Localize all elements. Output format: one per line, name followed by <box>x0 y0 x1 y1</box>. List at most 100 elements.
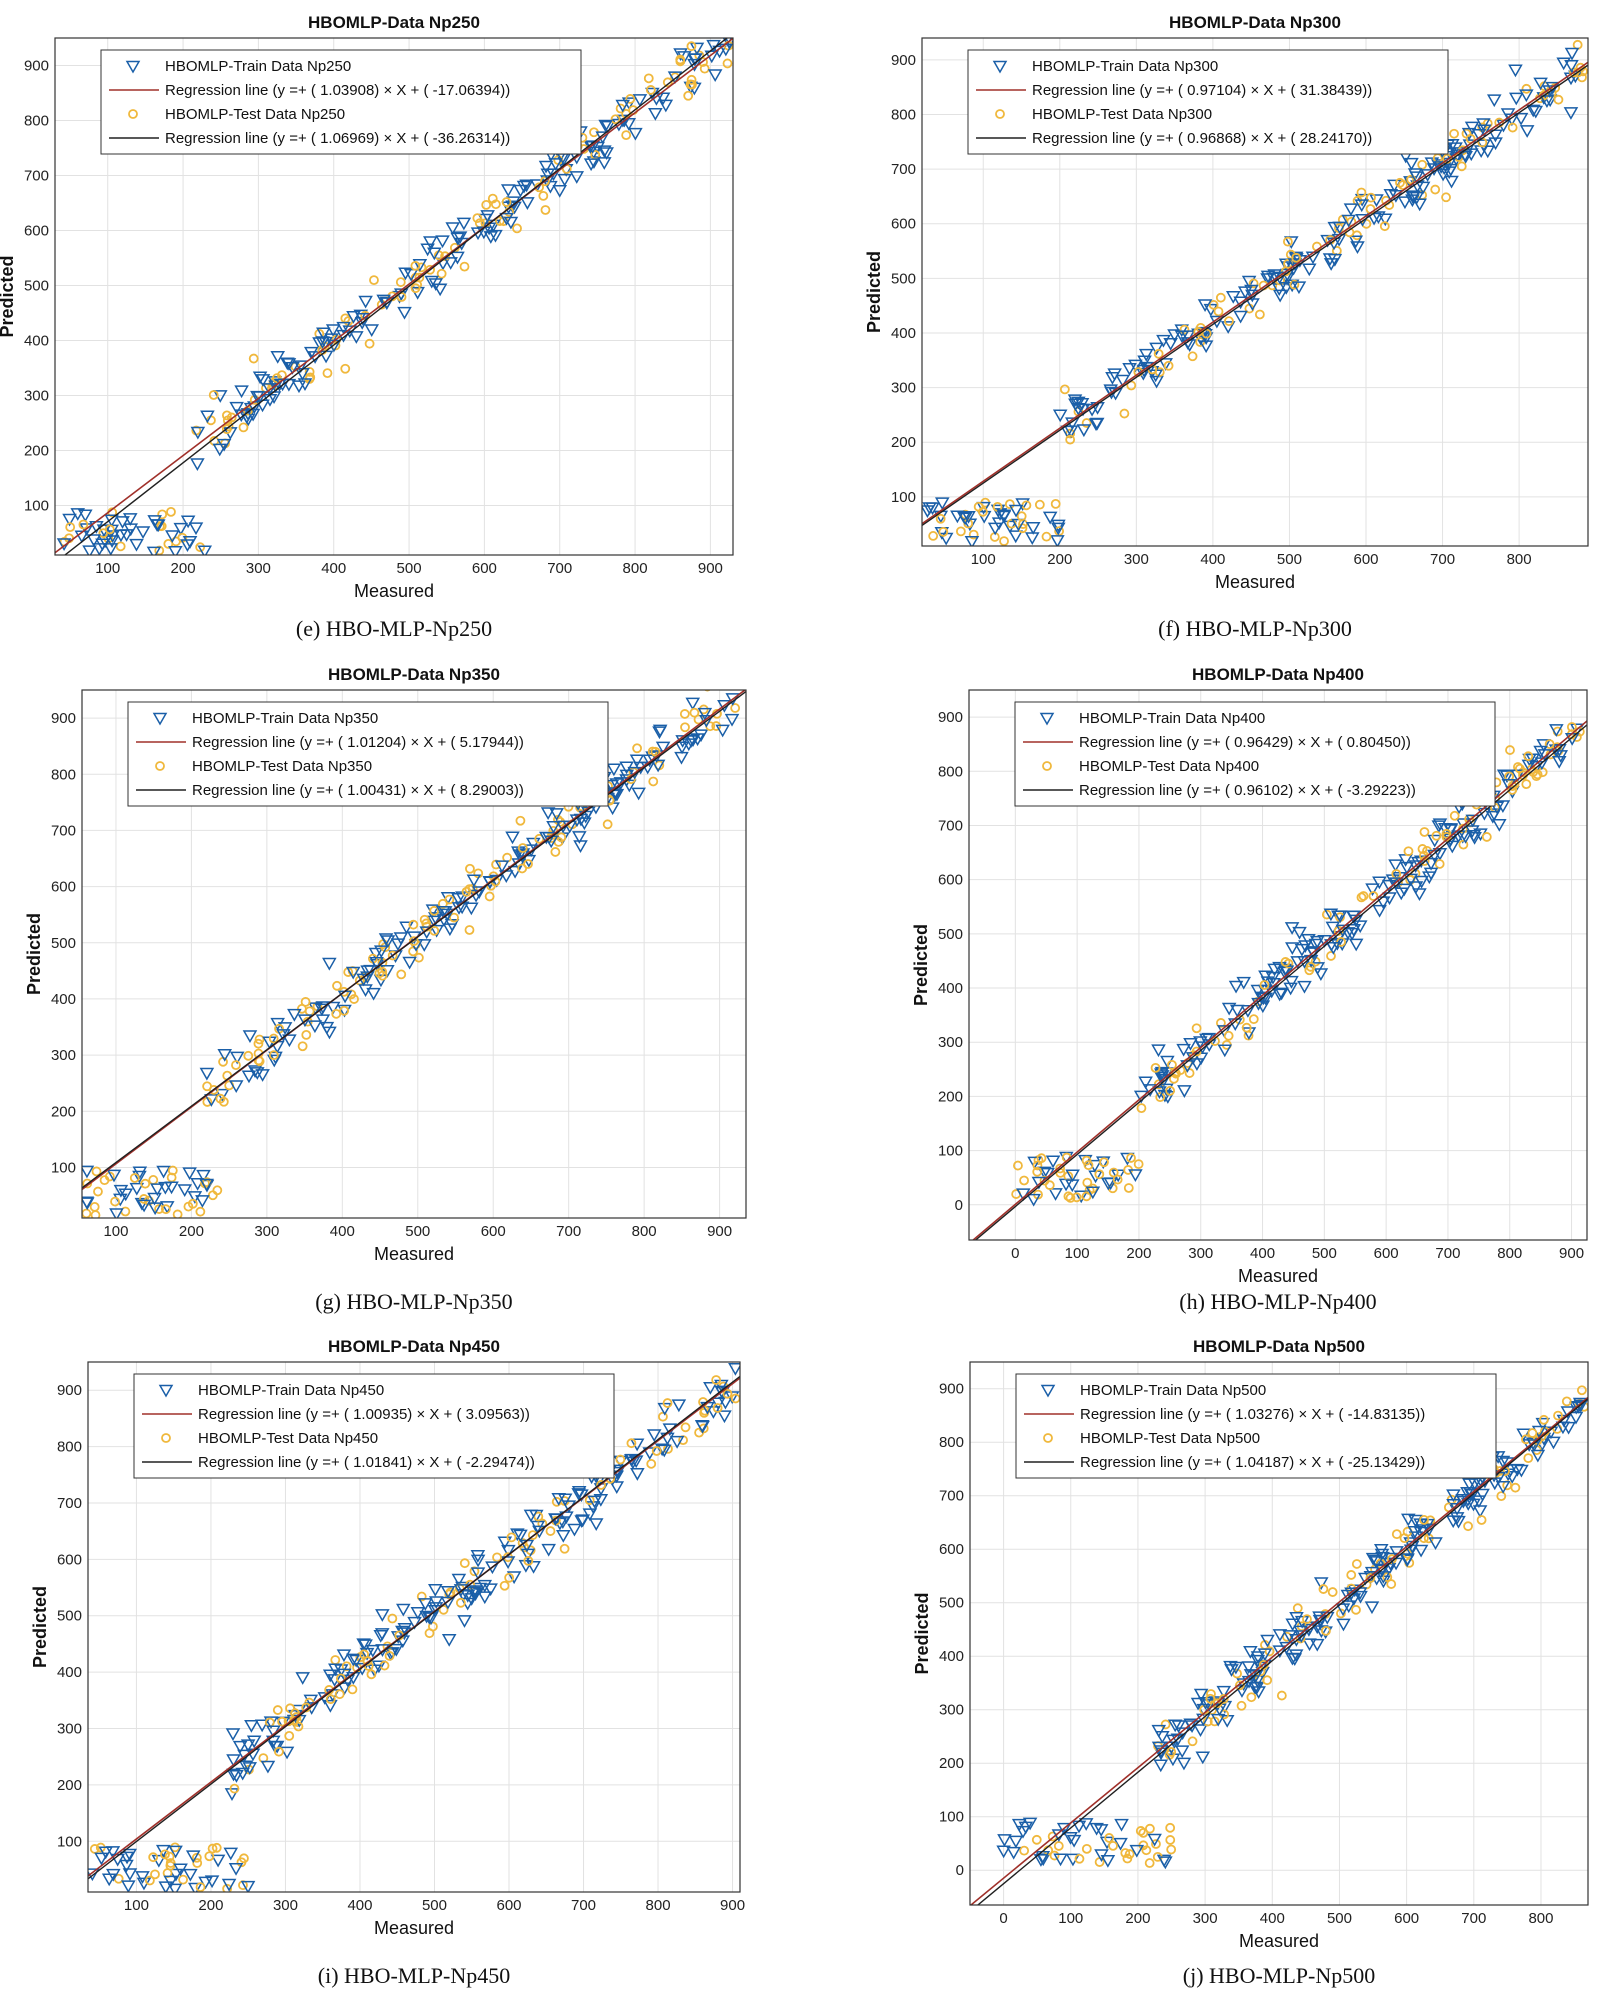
test-point <box>1094 1169 1105 1180</box>
train-point <box>229 401 244 415</box>
train-point <box>1254 991 1269 1005</box>
test-point <box>444 894 455 905</box>
legend-train-marker <box>125 60 141 74</box>
test-point <box>1577 1385 1587 1396</box>
test-point <box>195 542 206 553</box>
plot-marks <box>922 39 1588 546</box>
train-point <box>674 741 690 755</box>
train-point <box>685 697 701 711</box>
test-point <box>1191 1046 1202 1057</box>
train-point <box>1065 1169 1080 1183</box>
test-point <box>1327 1587 1338 1597</box>
test-point <box>1391 1529 1402 1540</box>
train-point <box>624 1453 639 1467</box>
chart-title: HBOMLP-Data Np400 <box>1192 665 1364 684</box>
test-point <box>490 199 501 210</box>
y-tick-label: 700 <box>891 161 916 178</box>
test-point <box>1419 827 1430 837</box>
test-point <box>231 1060 241 1071</box>
train-point <box>365 1644 381 1658</box>
test-point <box>464 884 475 895</box>
x-tick-label: 800 <box>646 1897 671 1914</box>
test-point <box>408 919 419 930</box>
test-point <box>1476 1515 1487 1525</box>
test-point <box>596 1480 606 1490</box>
train-point <box>428 912 443 925</box>
x-tick-label: 500 <box>1312 1245 1337 1262</box>
train-point <box>245 408 261 422</box>
train-point <box>1071 396 1086 410</box>
train-point <box>1353 1590 1368 1604</box>
axes-box <box>969 1361 1589 1906</box>
test-point <box>650 746 661 757</box>
train-point <box>168 1845 183 1859</box>
x-tick-label: 900 <box>1559 1245 1584 1262</box>
y-tick-label: 900 <box>51 710 76 727</box>
legend-entry-label: HBOMLP-Train Data Np250 <box>165 58 351 75</box>
train-point <box>1174 324 1190 338</box>
test-point <box>722 58 733 69</box>
test-point <box>178 1874 188 1885</box>
test-point <box>1321 1625 1331 1636</box>
train-point <box>646 1429 662 1442</box>
x-tick-label: 900 <box>698 560 723 577</box>
test-point <box>1514 763 1525 774</box>
test-point <box>459 1558 470 1569</box>
train-point <box>1465 825 1480 838</box>
train-point <box>223 1847 239 1861</box>
test-point <box>1397 180 1408 190</box>
y-tick-label: 600 <box>939 1541 964 1558</box>
train-point <box>452 231 468 245</box>
train-point <box>1372 876 1387 890</box>
train-point <box>1369 1556 1385 1569</box>
test-point <box>675 54 686 65</box>
train-point <box>1313 968 1329 981</box>
train-point <box>520 197 535 210</box>
train-point <box>1365 1552 1381 1566</box>
test-point <box>438 1604 449 1615</box>
legend-train-marker <box>1040 1384 1056 1398</box>
y-axis-label: Predicted <box>24 913 44 995</box>
train-point <box>1313 1614 1329 1628</box>
train-point <box>1288 1649 1304 1663</box>
train-regression-line <box>922 61 1588 525</box>
y-tick-label: 100 <box>51 1159 76 1176</box>
test-point <box>410 260 421 271</box>
train-point <box>1156 334 1171 348</box>
y-tick-label: 900 <box>939 1381 964 1398</box>
y-tick-label: 900 <box>938 709 963 726</box>
test-regression-line <box>82 690 746 1189</box>
train-point <box>451 1573 467 1587</box>
train-point <box>336 321 351 335</box>
y-tick-label: 500 <box>51 935 76 952</box>
test-point <box>253 1038 264 1049</box>
train-point <box>412 258 428 272</box>
train-point <box>180 515 196 529</box>
train-point <box>328 1663 343 1677</box>
test-point <box>221 424 232 435</box>
test-point <box>935 513 946 524</box>
train-point <box>629 1438 645 1452</box>
test-point <box>1163 360 1174 371</box>
train-point <box>586 146 601 160</box>
train-point <box>136 1199 152 1213</box>
y-tick-label: 500 <box>57 1608 82 1625</box>
test-point <box>1108 1167 1119 1178</box>
test-point <box>1136 1103 1147 1114</box>
y-tick-label: 200 <box>891 434 916 451</box>
train-point <box>1352 920 1368 934</box>
y-tick-label: 200 <box>24 443 49 460</box>
train-point <box>393 932 409 946</box>
y-tick-label: 400 <box>24 333 49 350</box>
train-point <box>549 808 564 821</box>
test-point <box>1321 909 1332 920</box>
test-point <box>166 506 176 517</box>
test-point <box>1305 961 1316 972</box>
test-point <box>154 1204 164 1214</box>
train-point <box>103 543 119 555</box>
train-point <box>1236 976 1252 990</box>
train-point <box>1533 77 1548 91</box>
train-point <box>652 724 668 738</box>
train-point <box>667 71 683 85</box>
y-tick-label: 300 <box>51 1047 76 1064</box>
